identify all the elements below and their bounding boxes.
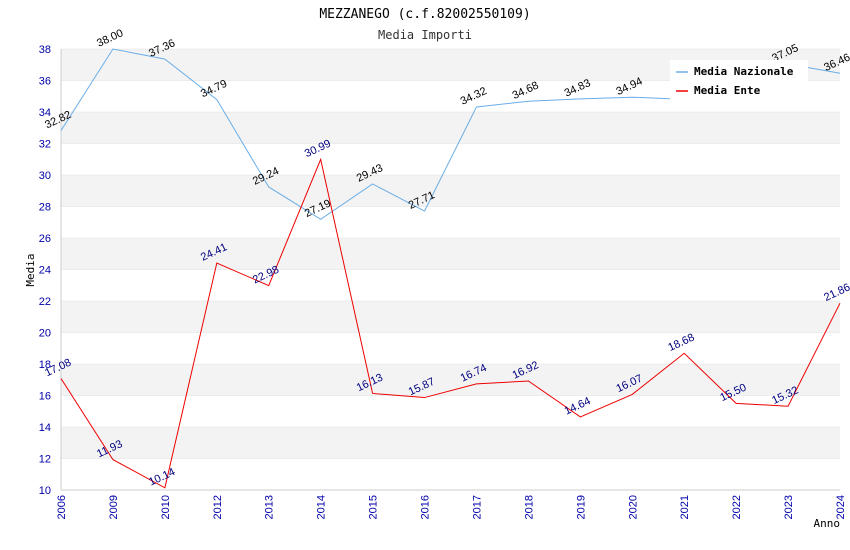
- x-tick-label: 2012: [212, 495, 224, 519]
- y-tick-label: 10: [39, 485, 51, 497]
- y-tick-label: 20: [39, 328, 51, 340]
- grid-band: [61, 458, 840, 490]
- x-axis-ticks: 2006 2009 2010 2012 2013 2014 2015 2016 2017 2018…: [56, 495, 847, 519]
- y-tick-label: 36: [39, 76, 51, 88]
- x-tick-label: 2018: [523, 495, 535, 519]
- y-tick-label: 18: [39, 359, 51, 371]
- x-tick-label: 2014: [316, 495, 328, 519]
- x-tick-label: 2021: [679, 495, 691, 519]
- y-tick-label: 38: [39, 44, 51, 56]
- x-tick-label: 2015: [368, 495, 380, 519]
- grid-band: [61, 206, 840, 238]
- x-tick-label: 2017: [471, 495, 483, 519]
- grid-band: [61, 395, 840, 427]
- legend-box: [670, 60, 808, 102]
- x-axis-label: Anno: [814, 517, 841, 530]
- grid-bands: [60, 48, 840, 491]
- x-tick-label: 2024: [835, 495, 847, 519]
- chart-subtitle: Media Importi: [378, 28, 472, 42]
- y-tick-label: 16: [39, 391, 51, 403]
- series-line-ente: [60, 157, 841, 489]
- x-tick-label: 2016: [420, 495, 432, 519]
- grid-band: [61, 301, 840, 333]
- grid-band: [61, 175, 840, 207]
- grid-band: [61, 427, 840, 459]
- legend: Media Nazionale Media Ente: [670, 60, 808, 102]
- x-tick-label: 2019: [575, 495, 587, 519]
- y-tick-label: 28: [39, 202, 51, 214]
- grid-band: [61, 332, 840, 364]
- legend-label-nazionale: Media Nazionale: [694, 65, 794, 78]
- y-tick-label: 26: [39, 233, 51, 245]
- y-tick-label: 34: [39, 107, 51, 119]
- x-tick-label: 2023: [783, 495, 795, 519]
- x-tick-label: 2010: [160, 495, 172, 519]
- x-tick-label: 2013: [264, 495, 276, 519]
- y-tick-label: 24: [39, 265, 51, 277]
- y-tick-label: 32: [39, 139, 51, 151]
- chart-title: MEZZANEGO (c.f.82002550109): [319, 7, 530, 22]
- x-tick-label: 2009: [108, 495, 120, 519]
- y-tick-label: 30: [39, 170, 51, 182]
- y-tick-label: 22: [39, 296, 51, 308]
- grid-band: [61, 112, 840, 144]
- y-axis-label: Media: [24, 253, 37, 286]
- x-tick-label: 2022: [731, 495, 743, 519]
- grid-band: [61, 238, 840, 270]
- legend-label-ente: Media Ente: [694, 84, 761, 97]
- data-label: 38.00: [95, 27, 125, 50]
- x-tick-label: 2020: [627, 495, 639, 519]
- x-tick-label: 2006: [56, 495, 68, 519]
- y-tick-label: 14: [39, 422, 51, 434]
- grid-band: [61, 269, 840, 301]
- y-tick-label: 12: [39, 454, 51, 466]
- y-axis-ticks: 10 12 14 16 18 20 22 24 26 28 30 32 34 36 38: [39, 44, 51, 497]
